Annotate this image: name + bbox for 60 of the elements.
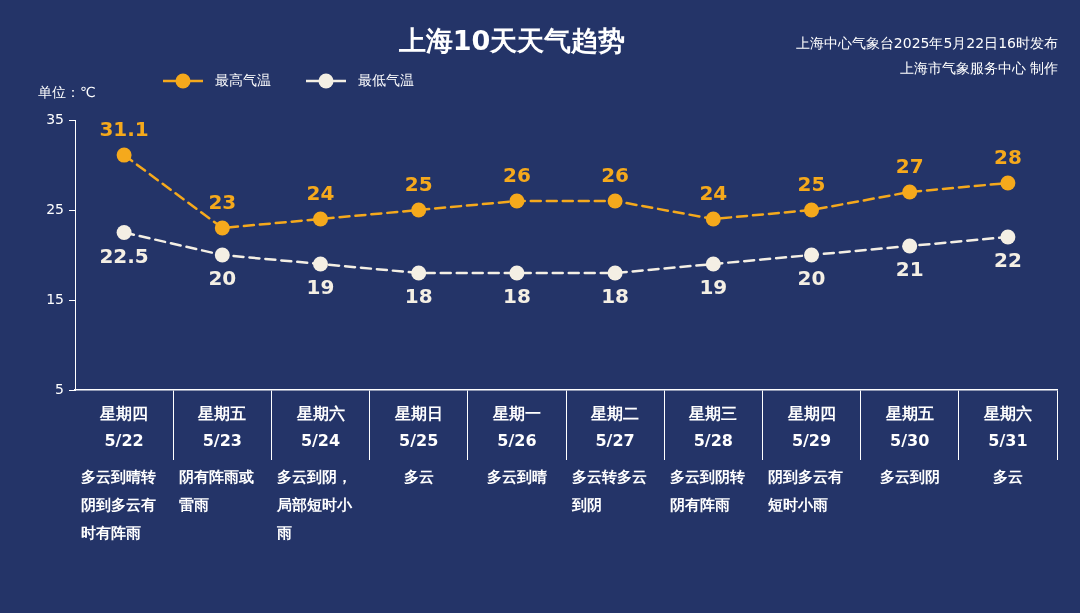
data-label: 27 <box>895 154 924 179</box>
point <box>214 220 230 236</box>
legend-label: 最高气温 <box>215 71 271 88</box>
data-label: 19 <box>699 275 728 300</box>
y-tick-label: 5 <box>55 380 64 397</box>
x-tick-label: 星期四 5/22 多云到晴转阴到多云有时有阵雨 <box>81 404 156 542</box>
point <box>116 147 132 163</box>
data-label: 21 <box>895 257 924 282</box>
x-tick-label: 星期五 5/23 阴有阵雨或雷雨 <box>179 404 255 514</box>
x-tick-label: 星期二 5/27 多云转多云到阴 <box>571 404 647 514</box>
data-label: 19 <box>306 275 335 300</box>
point <box>705 211 721 227</box>
x-tick-label: 星期四 5/29 阴到多云有短时小雨 <box>767 404 844 514</box>
x-tick-label: 星期一 5/26 多云到晴 <box>486 404 547 486</box>
point <box>313 211 328 227</box>
point <box>804 247 819 263</box>
data-label: 26 <box>601 163 630 188</box>
data-label: 18 <box>502 284 531 309</box>
data-label: 22 <box>993 248 1022 273</box>
x-tick-label: 星期五 5/30 多云到阴 <box>879 404 940 486</box>
point <box>804 202 819 218</box>
data-label: 23 <box>208 190 237 215</box>
text: 上海中心气象台2025年5月22日16时发布 <box>795 34 1058 51</box>
data-label: 25 <box>797 172 826 197</box>
data-label: 28 <box>993 145 1022 170</box>
point <box>902 184 918 200</box>
data-label: 20 <box>208 266 237 291</box>
legend-label: 最低气温 <box>358 71 414 88</box>
point <box>509 265 525 281</box>
point <box>1000 175 1016 191</box>
point <box>705 256 721 272</box>
point <box>1000 229 1016 245</box>
x-tick-label: 星期六 5/31 多云 <box>982 404 1032 486</box>
data-label: 20 <box>797 266 826 291</box>
chart-title: 上海10天天气趋势 <box>397 25 626 57</box>
x-tick-label: 星期三 5/28 多云到阴转阴有阵雨 <box>670 404 746 514</box>
x-tick-label: 星期日 5/25 多云 <box>393 404 443 486</box>
data-label: 18 <box>404 284 433 309</box>
text: 上海市气象服务中心 制作 <box>899 59 1058 76</box>
data-label: 18 <box>601 284 630 309</box>
data-label: 26 <box>502 163 531 188</box>
y-axis-title: 单位：℃ <box>38 83 96 100</box>
y-tick-label: 15 <box>46 290 64 307</box>
x-tick-label: 星期六 5/24 多云到阴，局部短时小雨 <box>276 404 354 542</box>
point <box>607 193 623 209</box>
point <box>902 238 918 254</box>
point <box>214 247 230 263</box>
data-label: 31.1 <box>99 117 149 142</box>
point <box>509 193 525 209</box>
data-label: 22.5 <box>99 243 149 268</box>
point <box>116 225 132 240</box>
data-label: 24 <box>699 181 728 206</box>
point <box>411 265 427 281</box>
point <box>607 265 623 281</box>
point <box>313 256 328 272</box>
y-tick-label: 35 <box>46 110 64 127</box>
y-tick-label: 25 <box>46 200 64 217</box>
data-label: 24 <box>306 181 335 206</box>
point <box>411 202 427 218</box>
data-label: 25 <box>404 172 433 197</box>
